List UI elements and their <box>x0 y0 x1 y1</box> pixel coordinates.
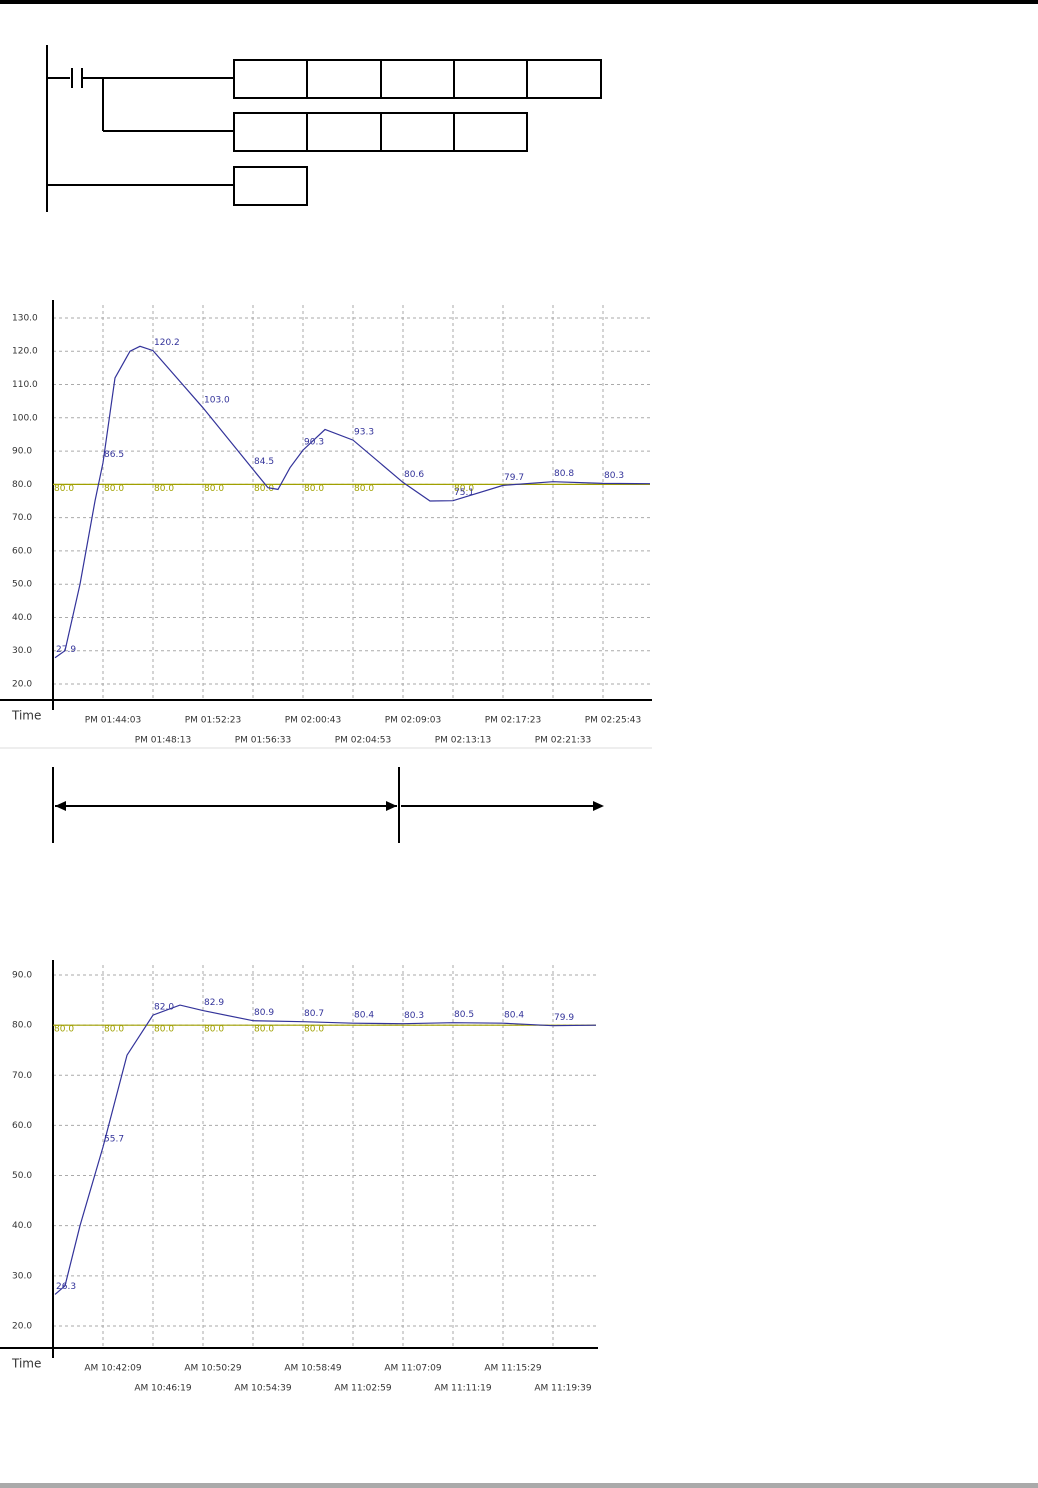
x-tick-label: AM 11:02:59 <box>334 1384 391 1394</box>
x-tick-label: AM 10:58:49 <box>284 1364 341 1374</box>
x-axis-label: Time <box>11 1357 41 1371</box>
data-label: 80.0 <box>154 484 174 494</box>
x-tick-label: AM 11:07:09 <box>384 1364 441 1374</box>
x-tick-label: PM 02:00:43 <box>285 716 341 726</box>
y-tick-label: 70.0 <box>12 513 32 523</box>
y-tick-label: 60.0 <box>12 546 32 556</box>
data-label: 80.0 <box>254 484 274 494</box>
data-label: 80.3 <box>404 1011 424 1021</box>
data-label: 80.0 <box>154 1025 174 1035</box>
x-tick-label: PM 02:21:33 <box>535 736 591 746</box>
data-label: 80.5 <box>454 1010 474 1020</box>
y-tick-label: 70.0 <box>12 1071 32 1081</box>
x-tick-label: AM 10:54:39 <box>234 1384 291 1394</box>
x-tick-label: AM 11:11:19 <box>434 1384 491 1394</box>
data-label: 82.0 <box>154 1003 174 1013</box>
x-tick-label: PM 01:56:33 <box>235 736 291 746</box>
data-label: 80.0 <box>304 1025 324 1035</box>
x-tick-label: PM 02:09:03 <box>385 716 441 726</box>
y-tick-label: 30.0 <box>12 1271 32 1281</box>
x-tick-label: PM 02:13:13 <box>435 736 491 746</box>
data-label: 90.3 <box>304 438 324 448</box>
data-label: 93.3 <box>354 428 374 438</box>
data-label: 80.0 <box>54 484 74 494</box>
data-label: 82.9 <box>204 998 224 1008</box>
data-label: 80.0 <box>304 484 324 494</box>
data-label: 84.5 <box>254 457 274 467</box>
x-axis-label: Time <box>11 709 41 723</box>
data-label: 80.0 <box>254 1025 274 1035</box>
y-tick-label: 30.0 <box>12 646 32 656</box>
y-tick-label: 80.0 <box>12 480 32 490</box>
data-label: 79.9 <box>554 1013 574 1023</box>
y-tick-label: 20.0 <box>12 1321 32 1331</box>
data-label: 80.4 <box>504 1011 524 1021</box>
data-label: 80.7 <box>304 1009 324 1019</box>
data-label: 55.7 <box>104 1134 124 1144</box>
bottom-rule <box>0 1483 1038 1488</box>
y-tick-label: 90.0 <box>12 447 32 457</box>
y-tick-label: 50.0 <box>12 1171 32 1181</box>
x-tick-label: PM 02:17:23 <box>485 716 541 726</box>
data-label: 79.7 <box>504 473 524 483</box>
y-tick-label: 20.0 <box>12 680 32 690</box>
data-label: 120.2 <box>154 338 180 348</box>
series-line <box>54 345 651 659</box>
data-label: 80.8 <box>554 469 574 479</box>
data-label: 80.0 <box>54 1025 74 1035</box>
time-span-arrows <box>52 767 604 843</box>
ladder-diagram <box>46 45 602 212</box>
y-tick-label: 80.0 <box>12 1021 32 1031</box>
data-label: 103.0 <box>204 395 230 405</box>
x-tick-label: PM 01:44:03 <box>85 716 141 726</box>
y-tick-label: 50.0 <box>12 580 32 590</box>
series-line <box>54 1004 597 1295</box>
data-label: 80.3 <box>604 471 624 481</box>
data-label: 80.9 <box>254 1008 274 1018</box>
data-label: 80.0 <box>204 1025 224 1035</box>
data-label: 80.0 <box>104 1025 124 1035</box>
y-tick-label: 120.0 <box>12 347 38 357</box>
x-tick-label: AM 11:15:29 <box>484 1364 541 1374</box>
data-label: 86.5 <box>104 450 124 460</box>
y-tick-label: 100.0 <box>12 413 38 423</box>
y-tick-label: 40.0 <box>12 1221 32 1231</box>
x-tick-label: PM 02:04:53 <box>335 736 391 746</box>
y-tick-label: 110.0 <box>12 380 38 390</box>
x-tick-label: AM 10:42:09 <box>84 1364 141 1374</box>
data-label: 80.4 <box>354 1011 374 1021</box>
x-tick-label: AM 11:19:39 <box>534 1384 591 1394</box>
x-tick-label: PM 01:48:13 <box>135 736 191 746</box>
y-tick-label: 130.0 <box>12 313 38 323</box>
data-label: 80.0 <box>104 484 124 494</box>
data-label: 80.0 <box>204 484 224 494</box>
data-label: 80.0 <box>354 484 374 494</box>
x-tick-label: PM 02:25:43 <box>585 716 641 726</box>
top-rule <box>0 0 1038 4</box>
x-tick-label: AM 10:46:19 <box>134 1384 191 1394</box>
data-label: 27.9 <box>56 645 76 655</box>
x-tick-label: AM 10:50:29 <box>184 1364 241 1374</box>
y-tick-label: 60.0 <box>12 1121 32 1131</box>
x-tick-label: PM 01:52:23 <box>185 716 241 726</box>
data-label: 75.1 <box>454 488 474 498</box>
y-tick-label: 40.0 <box>12 613 32 623</box>
data-label: 80.0 <box>454 484 474 494</box>
data-label: 26.3 <box>56 1282 76 1292</box>
data-label: 80.6 <box>404 470 424 480</box>
y-tick-label: 90.0 <box>12 971 32 981</box>
